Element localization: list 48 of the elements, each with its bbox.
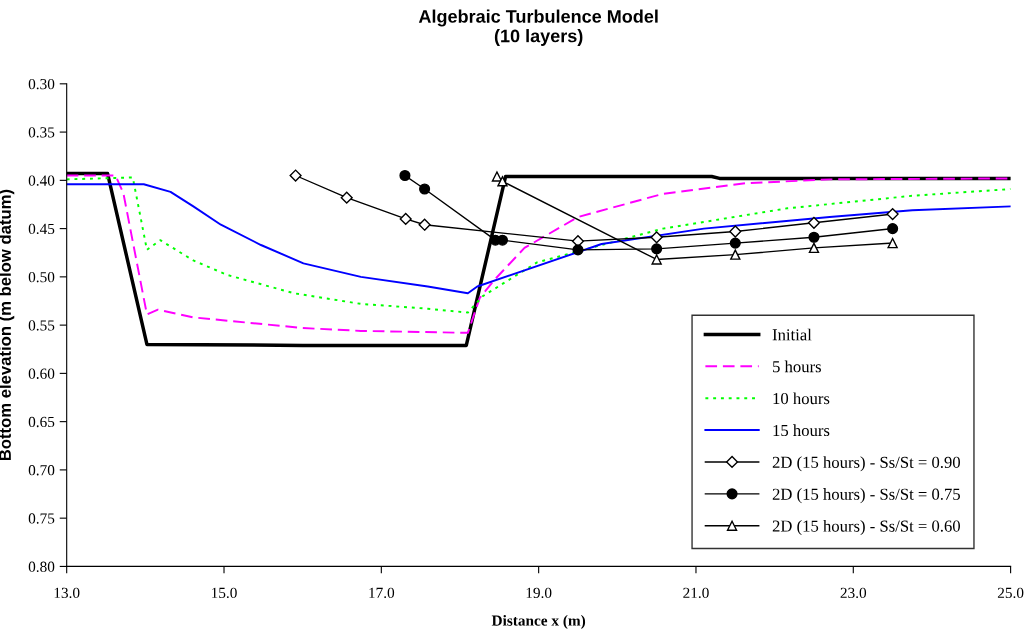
x-axis-title: Distance x (m) (491, 615, 586, 629)
y-tick-label: 0.50 (28, 272, 55, 283)
point (730, 249, 741, 260)
point (651, 254, 662, 265)
y-tick-label: 0.65 (28, 416, 55, 428)
x-tick-label: 15.0 (211, 587, 237, 599)
y-tick-label: 0.80 (28, 561, 55, 572)
y-tick-label: 0.45 (28, 223, 55, 235)
x-tick-label: 17.0 (369, 587, 395, 599)
line-series (66, 183, 1011, 295)
point (289, 169, 302, 182)
chart-title: Algebraic Turbulence Model (10 layers) (418, 9, 658, 46)
point (808, 242, 820, 254)
y-tick-label: 0.75 (28, 513, 55, 524)
legend-label: 5 hours (773, 360, 821, 373)
legend-label: 2D (15 hours) - Ss/St = 0.75 (772, 488, 960, 504)
y-tick-label: 0.55 (28, 320, 55, 331)
point (419, 183, 431, 195)
x-tick-label: 13.0 (54, 587, 80, 599)
legend-label: Initial (772, 328, 812, 341)
legend-label: 15 hours (773, 424, 830, 437)
point (399, 169, 411, 182)
point (887, 223, 899, 235)
point (418, 218, 431, 231)
point (399, 212, 412, 226)
point (729, 225, 742, 238)
point (650, 231, 663, 244)
y-tick-label: 0.60 (28, 368, 55, 379)
y-tick-label: 0.70 (28, 465, 55, 476)
point (340, 191, 353, 204)
point (729, 237, 741, 249)
y-tick-label: 0.35 (28, 127, 55, 138)
x-tick-label: 25.0 (997, 587, 1024, 599)
point (887, 237, 898, 249)
point (886, 208, 899, 221)
point (497, 176, 508, 187)
point (808, 231, 820, 243)
y-tick-label: 0.40 (28, 175, 55, 186)
y-tick-label: 0.30 (28, 78, 55, 90)
x-tick-label: 21.0 (683, 587, 709, 599)
point (572, 244, 584, 256)
legend-label: 2D (15 hours) - Ss/St = 0.60 (772, 519, 960, 536)
legend-label: 2D (15 hours) - Ss/St = 0.90 (772, 456, 960, 472)
x-tick-label: 19.0 (526, 587, 552, 599)
point (807, 216, 821, 229)
legend-label: 10 hours (773, 392, 830, 405)
point (651, 243, 663, 255)
x-tick-label: 23.0 (840, 587, 867, 599)
